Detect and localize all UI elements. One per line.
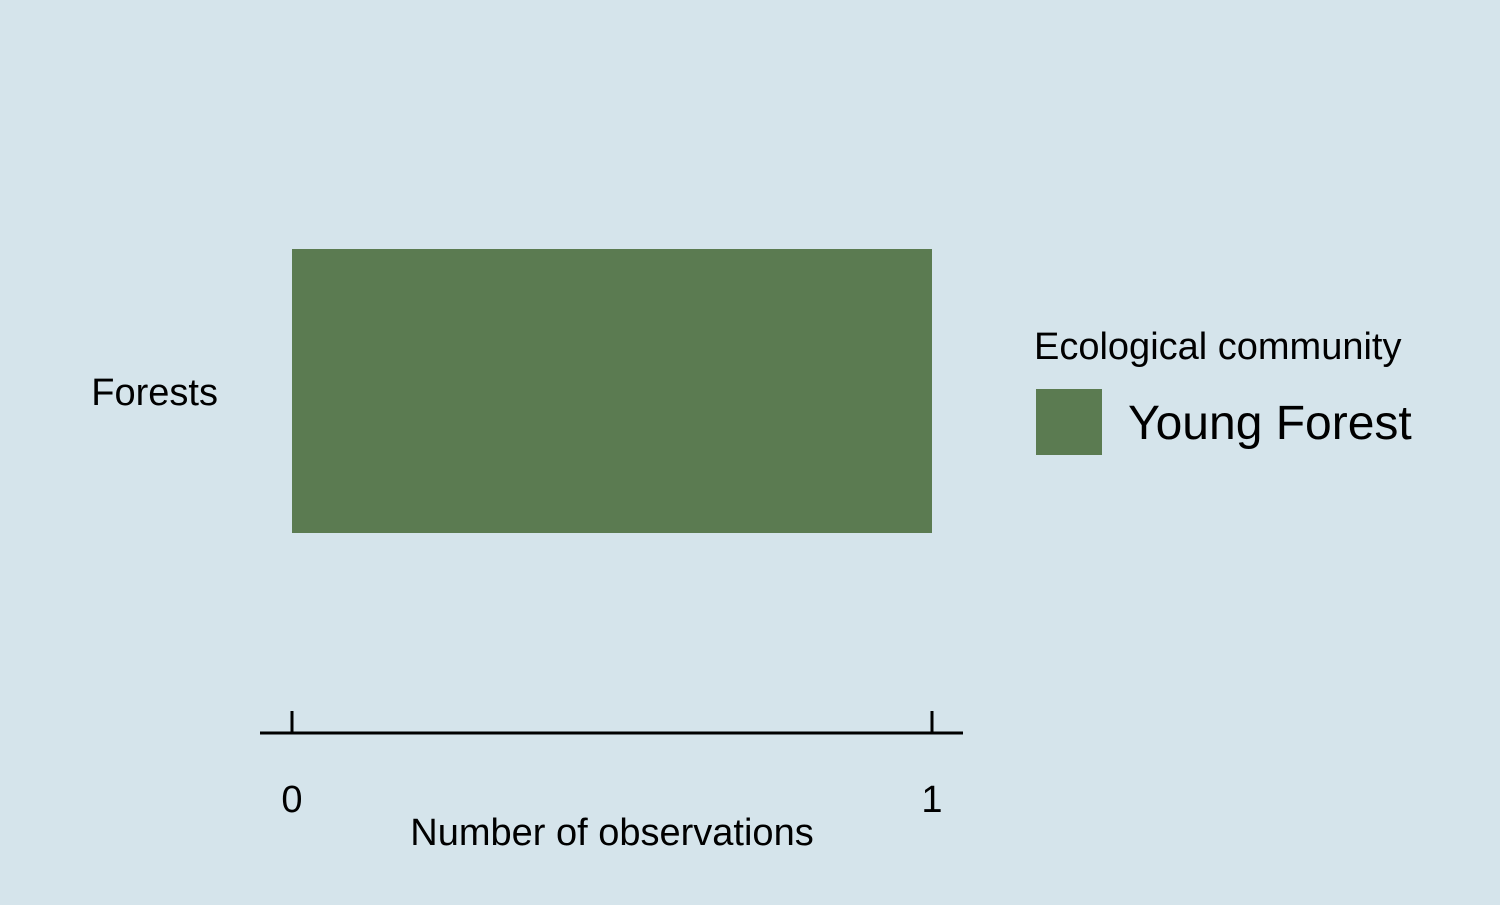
legend-swatch <box>1036 389 1102 455</box>
category-labels-layer: Forests <box>91 372 218 414</box>
bar-young-forest-forests <box>292 249 932 533</box>
legend-item-label: Young Forest <box>1128 397 1412 450</box>
y-category-label: Forests <box>91 372 218 414</box>
legend-title: Ecological community <box>1034 326 1401 368</box>
x-axis-title: Number of observations <box>410 812 813 854</box>
x-tick-label: 1 <box>921 779 942 821</box>
bars-layer <box>292 249 932 533</box>
legend: Ecological community Young Forest <box>1034 326 1412 455</box>
x-tick-label: 0 <box>281 779 302 821</box>
legend-items: Young Forest <box>1036 389 1412 455</box>
